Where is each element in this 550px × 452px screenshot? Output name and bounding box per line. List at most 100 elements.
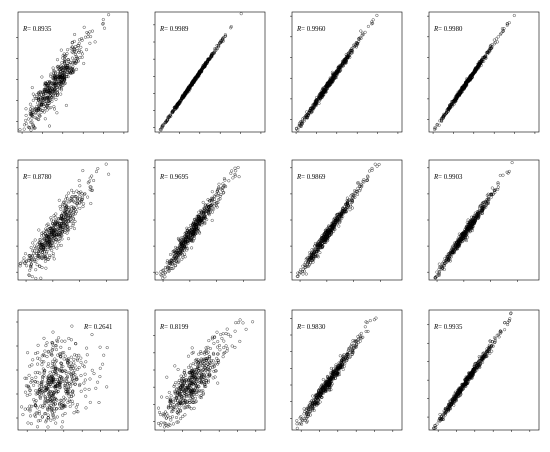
scatter-point — [495, 40, 499, 44]
scatter-point — [37, 104, 41, 108]
scatter-point — [85, 346, 89, 350]
scatter-point — [172, 106, 176, 110]
scatter-point — [70, 188, 74, 192]
scatter-point — [64, 54, 68, 58]
scatter-point — [28, 102, 32, 106]
scatter-point — [44, 420, 48, 424]
scatter-point — [88, 41, 92, 45]
scatter-point — [52, 257, 56, 261]
scatter-point — [208, 347, 212, 350]
scatter-point — [315, 96, 318, 100]
scatter-points — [157, 318, 255, 429]
scatter-point — [96, 167, 100, 171]
scatter-point — [107, 13, 111, 17]
scatter-point — [324, 84, 328, 88]
scatter-point — [20, 405, 24, 409]
scatter-point — [58, 236, 62, 240]
scatter-point — [59, 70, 63, 74]
plot-frame — [154, 11, 266, 133]
scatter-point — [164, 119, 168, 123]
scatter-point — [59, 64, 63, 68]
scatter-point — [51, 90, 55, 94]
scatter-point — [236, 166, 240, 169]
scatter-point — [210, 218, 214, 222]
r-annotation: R= 0.8199 — [159, 324, 189, 331]
scatter-point — [78, 55, 82, 59]
scatter-point — [36, 380, 40, 384]
scatter-point — [91, 29, 94, 33]
scatter-point — [77, 179, 81, 182]
scatter-point — [167, 264, 171, 268]
scatter-point — [27, 117, 30, 121]
scatter-point — [61, 420, 65, 424]
r-value: = 0.9980 — [438, 26, 463, 33]
scatter-point — [34, 111, 38, 115]
scatter-point — [70, 70, 74, 74]
scatter-point — [92, 372, 96, 376]
scatter-point — [222, 339, 226, 343]
scatter-point — [330, 80, 333, 84]
scatter-point — [183, 90, 187, 94]
scatter-point — [201, 65, 205, 69]
scatter-point — [86, 195, 90, 199]
scatter-point — [45, 355, 49, 359]
scatter-point — [40, 360, 44, 363]
scatter-point — [22, 127, 26, 131]
r-value: = 0.9903 — [438, 174, 463, 181]
scatter-point — [60, 339, 64, 343]
scatter-point — [62, 64, 66, 68]
plot-frame — [428, 11, 540, 133]
scatter-point — [158, 127, 162, 131]
scatter-point — [49, 83, 53, 87]
scatter-point — [181, 94, 185, 98]
scatter-point — [103, 26, 106, 30]
scatter-point — [33, 126, 37, 130]
scatter-point — [66, 48, 70, 52]
scatter-point — [229, 171, 233, 175]
scatter-point — [69, 394, 73, 398]
scatter-point — [54, 212, 58, 216]
scatter-point — [56, 83, 60, 87]
scatter-panel-b2: R= 0.9695 — [153, 159, 266, 282]
r-symbol: R — [433, 26, 439, 33]
scatter-point — [72, 358, 76, 361]
scatter-point — [36, 117, 40, 121]
scatter-point — [49, 74, 53, 78]
scatter-point — [62, 74, 66, 78]
scatter-point — [320, 91, 324, 95]
scatter-point — [330, 75, 334, 79]
scatter-point — [79, 374, 83, 378]
scatter-point — [66, 66, 70, 70]
scatter-point — [50, 341, 54, 344]
scatter-point — [92, 179, 96, 182]
r-symbol: R — [22, 26, 28, 33]
scatter-point — [98, 366, 102, 370]
scatter-point — [357, 40, 361, 43]
scatter-point — [45, 104, 49, 108]
scatter-point — [197, 71, 201, 75]
scatter-point — [28, 409, 32, 413]
scatter-point — [74, 405, 78, 409]
scatter-point — [167, 269, 171, 273]
scatter-point — [75, 189, 79, 193]
scatter-point — [46, 89, 50, 93]
scatter-points — [155, 166, 241, 280]
scatter-point — [348, 208, 352, 212]
scatter-point — [46, 95, 49, 99]
scatter-point — [69, 71, 72, 75]
scatter-point — [63, 412, 67, 415]
scatter-point — [197, 352, 201, 356]
scatter-point — [56, 353, 60, 357]
scatter-point — [77, 59, 80, 63]
scatter-point — [49, 82, 52, 86]
scatter-point — [54, 81, 58, 85]
scatter-point — [29, 112, 33, 116]
scatter-point — [51, 66, 55, 70]
scatter-point — [46, 222, 50, 226]
scatter-point — [41, 90, 45, 94]
scatter-point — [342, 60, 346, 64]
scatter-point — [61, 84, 65, 88]
scatter-point — [28, 392, 32, 396]
scatter-point — [84, 406, 88, 410]
scatter-point — [184, 90, 188, 94]
